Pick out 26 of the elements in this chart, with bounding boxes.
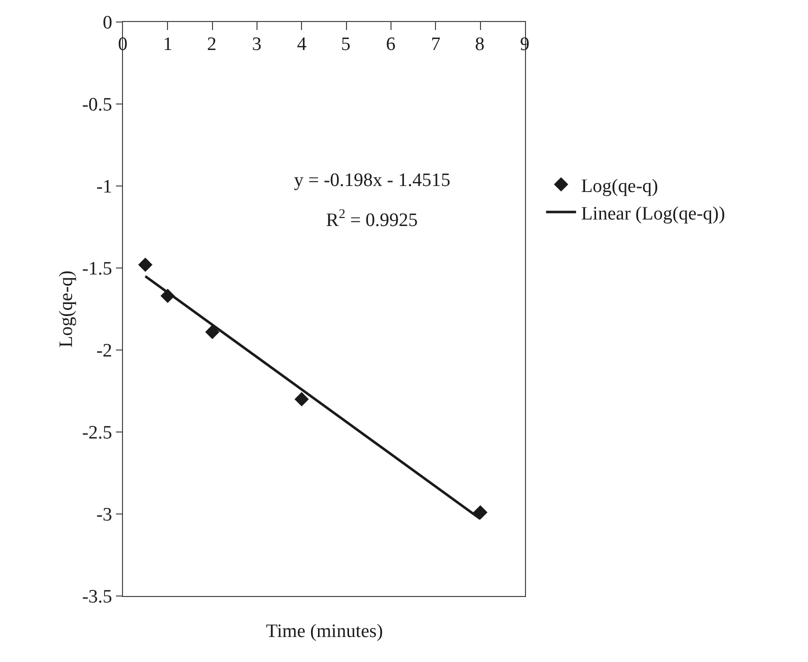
legend-label: Log(qe-q) (581, 176, 658, 197)
y-tick-label: -1.5 (82, 258, 112, 280)
x-axis-title: Time (minutes) (266, 621, 383, 642)
x-tick-label: 5 (341, 34, 350, 55)
y-tick-label: -2.5 (82, 422, 112, 444)
y-tick-label: -0.5 (82, 94, 112, 116)
y-tick-label: -1 (96, 176, 112, 198)
point (205, 324, 220, 340)
point (138, 258, 152, 272)
point (473, 505, 488, 520)
y-tick-label: -3 (96, 504, 112, 526)
point (294, 392, 309, 406)
y-tick-label: 0 (102, 12, 112, 34)
x-tick-label: 7 (431, 34, 440, 55)
annotation: y = -0.198x - 1.4515 (294, 170, 450, 191)
x-tick-label: 6 (386, 34, 396, 55)
x-tick-label: 3 (252, 34, 262, 55)
annotation: R$^{2}$ = 0.9925 (326, 206, 418, 231)
x-tick-label: 4 (297, 34, 307, 55)
y-tick-label: -3.5 (82, 586, 112, 608)
x-tick-label: 2 (207, 34, 216, 55)
y-axis-title: Log(qe-q) (56, 270, 77, 348)
x-tick-label: 8 (475, 34, 484, 55)
x-tick-label: 1 (163, 34, 172, 55)
y-tick-label: -2 (96, 340, 112, 362)
legend-label: Linear (Log(qe-q)) (581, 203, 726, 224)
